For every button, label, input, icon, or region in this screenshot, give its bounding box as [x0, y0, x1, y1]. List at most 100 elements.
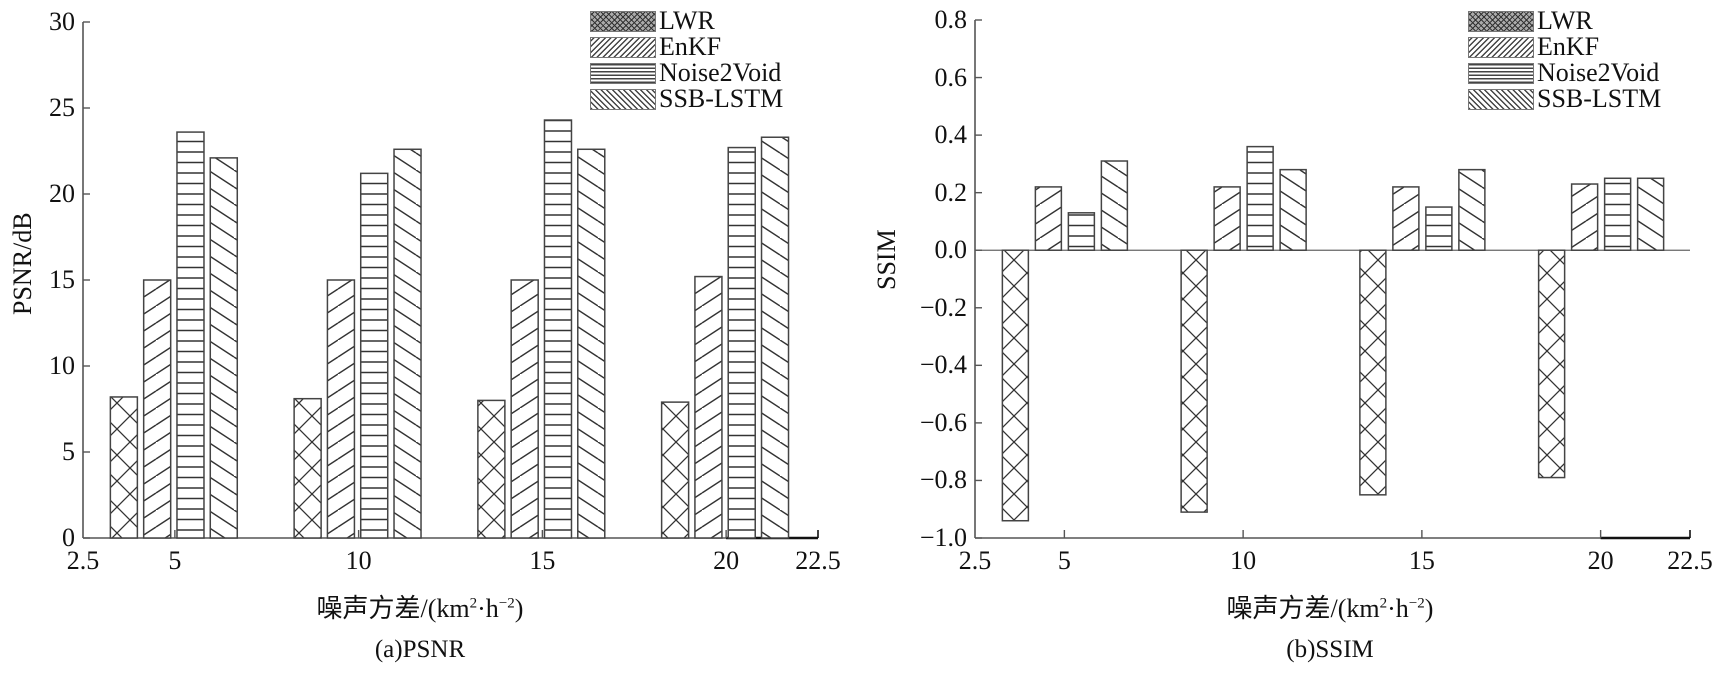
- legend-swatch-ssb-lstm: [590, 88, 656, 110]
- bar-ssb-lstm-10: [1279, 168, 1307, 251]
- bar-enkf-20: [1570, 183, 1599, 251]
- x-tick-label: 10: [345, 546, 372, 575]
- bar-lwr-5: [109, 396, 139, 539]
- legend-item-ssb-lstm: SSB-LSTM: [1468, 86, 1661, 112]
- bar-lwr-20: [1537, 249, 1566, 479]
- psnr-chart: [82, 21, 819, 540]
- psnr-x-axis-label: 噪声方差/(km2·h−2): [317, 588, 524, 625]
- x-tick-label: 5: [1057, 546, 1071, 575]
- bar-noise2void-20: [727, 146, 756, 539]
- psnr-caption: (a)PSNR: [374, 636, 466, 663]
- x-label-sup2: −2: [1408, 595, 1425, 612]
- x-label-main: 噪声方差/(km: [1226, 594, 1380, 623]
- x-label-sup2: −2: [498, 595, 515, 612]
- bar-ssb-lstm-5: [1100, 160, 1129, 251]
- x-tick-label: 15: [529, 546, 556, 575]
- y-tick-label: 0.2: [934, 177, 968, 207]
- x-tick-label: 2.5: [958, 546, 992, 575]
- y-tick-label: 0.0: [934, 235, 968, 265]
- bar-noise2void-20: [1603, 177, 1632, 251]
- legend-item-noise2void: Noise2Void: [590, 60, 783, 86]
- bar-noise2void-15: [1425, 206, 1453, 251]
- legend-swatch-noise2void: [1468, 62, 1534, 84]
- legend-label: EnKF: [1537, 32, 1600, 61]
- y-tick-label: 25: [49, 93, 75, 122]
- legend-item-ssb-lstm: SSB-LSTM: [590, 86, 783, 112]
- bar-ssb-lstm-10: [393, 148, 422, 539]
- x-tick-label: 2.5: [66, 546, 100, 575]
- y-tick-label: 10: [49, 351, 75, 380]
- bar-enkf-10: [326, 279, 356, 539]
- legend-label: LWR: [659, 6, 715, 35]
- x-tick-label: 22.5: [795, 546, 841, 575]
- bar-noise2void-5: [1067, 212, 1096, 251]
- legend-swatch-lwr: [590, 10, 656, 32]
- bar-noise2void-5: [176, 131, 205, 539]
- legend-swatch-ssb-lstm: [1468, 88, 1534, 110]
- y-tick-label: −0.2: [919, 292, 967, 322]
- legend-label: SSB-LSTM: [659, 84, 784, 113]
- ssim-legend: LWR EnKF Noise2Void SSB-LSTM: [1468, 8, 1661, 112]
- bar-ssb-lstm-5: [209, 157, 239, 539]
- bar-ssb-lstm-15: [577, 148, 606, 539]
- legend-label: SSB-LSTM: [1537, 84, 1662, 113]
- bar-lwr-10: [293, 397, 322, 539]
- legend-item-noise2void: Noise2Void: [1468, 60, 1661, 86]
- bar-noise2void-10: [359, 172, 389, 539]
- legend-item-enkf: EnKF: [590, 34, 783, 60]
- x-label-end: ): [1424, 594, 1434, 623]
- x-tick-label: 15: [1408, 546, 1435, 575]
- legend-swatch-noise2void: [590, 62, 656, 84]
- legend-label: EnKF: [659, 32, 722, 61]
- x-tick-label: 20: [713, 546, 740, 575]
- x-label-mid: ·h: [1387, 594, 1409, 623]
- y-tick-label: 20: [49, 179, 75, 208]
- x-label-sup1: 2: [1379, 595, 1388, 612]
- legend-label: LWR: [1537, 6, 1593, 35]
- psnr-legend: LWR EnKF Noise2Void SSB-LSTM: [590, 8, 783, 112]
- y-tick-label: 5: [62, 437, 75, 466]
- ssim-y-axis-label: SSIM: [872, 229, 901, 290]
- bar-enkf-15: [1392, 186, 1420, 251]
- bar-enkf-5: [142, 279, 172, 539]
- legend-swatch-lwr: [1468, 10, 1534, 32]
- y-tick-label: 30: [49, 7, 75, 36]
- y-tick-label: 0.4: [934, 120, 968, 150]
- y-tick-label: 0: [62, 523, 75, 552]
- legend-item-lwr: LWR: [590, 8, 783, 34]
- y-tick-label: 15: [49, 265, 75, 294]
- bar-ssb-lstm-15: [1458, 168, 1486, 251]
- y-tick-label: 0.8: [934, 5, 968, 34]
- y-tick-label: −0.8: [919, 465, 967, 495]
- bar-noise2void-10: [1246, 145, 1274, 251]
- bar-ssb-lstm-20: [1636, 177, 1665, 251]
- bar-enkf-10: [1213, 186, 1241, 251]
- x-label-sup1: 2: [469, 595, 478, 612]
- x-tick-label: 5: [168, 546, 182, 575]
- legend-swatch-enkf: [590, 36, 656, 58]
- bar-enkf-20: [694, 275, 723, 539]
- ssim-x-axis-label: 噪声方差/(km2·h−2): [1227, 588, 1434, 625]
- psnr-y-axis-label: PSNR/dB: [8, 212, 37, 315]
- x-label-main: 噪声方差/(km: [316, 594, 470, 623]
- x-label-mid: ·h: [477, 594, 499, 623]
- bar-lwr-20: [660, 401, 690, 539]
- bar-lwr-5: [1001, 249, 1030, 522]
- x-tick-label: 20: [1587, 546, 1614, 575]
- legend-label: Noise2Void: [1537, 58, 1660, 87]
- y-tick-label: 0.6: [934, 62, 968, 92]
- bar-enkf-5: [1034, 186, 1063, 251]
- y-tick-label: −0.6: [919, 407, 967, 437]
- legend-swatch-enkf: [1468, 36, 1534, 58]
- legend-item-lwr: LWR: [1468, 8, 1661, 34]
- ssim-chart: [974, 19, 1691, 540]
- bar-noise2void-15: [543, 119, 573, 539]
- ssim-caption: (b)SSIM: [1286, 636, 1374, 663]
- x-tick-label: 10: [1230, 546, 1257, 575]
- legend-label: Noise2Void: [659, 58, 782, 87]
- bar-lwr-15: [477, 399, 506, 539]
- x-label-end: ): [514, 594, 524, 623]
- y-tick-label: −1.0: [919, 523, 967, 552]
- bar-lwr-10: [1180, 249, 1208, 513]
